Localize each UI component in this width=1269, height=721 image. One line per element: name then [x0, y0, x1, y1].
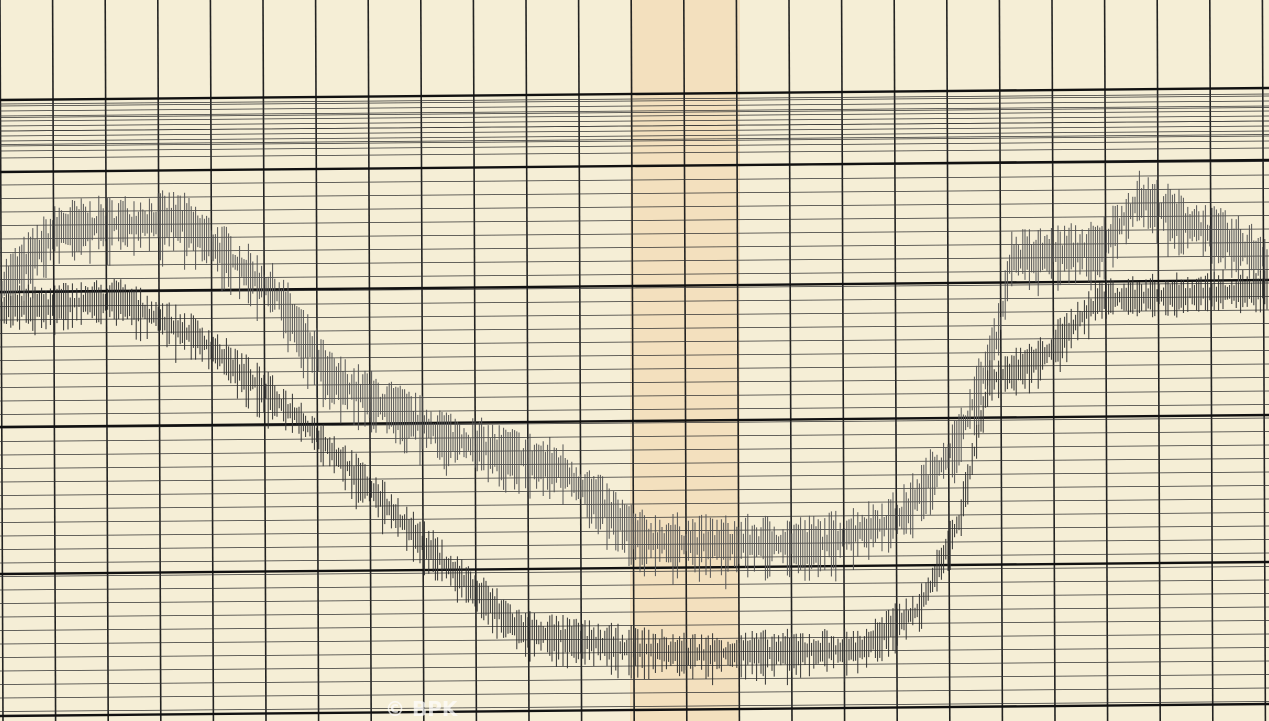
- horizontal-ruling: [0, 458, 1269, 469]
- horizontal-ruling: [0, 606, 1269, 618]
- horizontal-ruling: [0, 105, 1269, 117]
- horizontal-ruling: [0, 431, 1269, 442]
- horizontal-ruling: [0, 125, 1269, 137]
- horizontal-ruling: [0, 363, 1269, 375]
- vertical-ruling: [1103, 0, 1109, 721]
- horizontal-ruling: [0, 377, 1269, 388]
- horizontal-ruling: [0, 620, 1269, 631]
- traces: [1, 170, 1268, 686]
- horizontal-ruling: [0, 417, 1269, 429]
- major-ruling: [0, 702, 1269, 718]
- horizontal-ruling: [0, 130, 1269, 142]
- vertical-ruling: [525, 0, 530, 721]
- horizontal-ruling: [0, 140, 1269, 152]
- horizontal-ruling: [0, 215, 1269, 226]
- vertical-ruling: [945, 0, 951, 721]
- horizontal-ruling: [0, 539, 1269, 550]
- watermark: © BPK: [385, 697, 459, 721]
- vertical-ruling: [788, 0, 793, 721]
- vertical-ruling: [419, 0, 425, 721]
- vertical-ruling: [630, 0, 636, 721]
- vertical-ruling: [577, 0, 583, 721]
- horizontal-ruling: [0, 201, 1269, 213]
- horizontal-ruling: [0, 485, 1269, 496]
- vertical-ruling: [157, 0, 162, 721]
- horizontal-ruling: [0, 579, 1269, 591]
- horizontal-ruling: [0, 134, 1269, 145]
- horizontal-ruling: [0, 95, 1269, 107]
- horizontal-ruling: [0, 100, 1269, 112]
- horizontal-ruling: [0, 188, 1269, 199]
- trace: [1, 170, 1268, 590]
- horizontal-ruling: [0, 107, 1269, 118]
- major-ruling: [0, 86, 1269, 102]
- vertical-ruling: [472, 0, 478, 721]
- vertical-ruling: [209, 0, 215, 721]
- vertical-ruling: [893, 0, 899, 721]
- horizontal-ruling: [0, 674, 1269, 685]
- horizontal-ruling: [0, 110, 1269, 122]
- horizontal-ruling: [0, 444, 1269, 456]
- horizontal-ruling: [0, 390, 1269, 402]
- horizontal-ruling: [0, 115, 1269, 127]
- horizontal-ruling: [0, 135, 1269, 147]
- vertical-ruling: [682, 0, 688, 721]
- vertical-ruling: [262, 0, 267, 721]
- vertical-ruling: [51, 0, 57, 721]
- vertical-ruling: [1051, 0, 1056, 721]
- horizontal-ruling: [0, 93, 1269, 105]
- horizontal-ruling: [0, 660, 1269, 672]
- vertical-ruling: [1261, 0, 1267, 721]
- horizontal-ruling: [0, 174, 1269, 186]
- major-ruling: [0, 413, 1269, 429]
- horizontal-ruling: [0, 471, 1269, 483]
- vertical-ruling: [840, 0, 846, 721]
- horizontal-ruling: [0, 701, 1269, 712]
- major-ruling: [0, 560, 1269, 576]
- horizontal-ruling: [0, 296, 1269, 307]
- horizontal-ruling: [0, 552, 1269, 564]
- horizontal-ruling: [0, 647, 1269, 658]
- horizontal-ruling: [0, 309, 1269, 321]
- horizontal-ruling: [0, 525, 1269, 537]
- horizontal-ruling: [0, 512, 1269, 523]
- horizontal-ruling: [0, 498, 1269, 510]
- vertical-ruling: [1209, 0, 1214, 721]
- horizontal-ruling: [0, 404, 1269, 415]
- horizontal-ruling: [0, 147, 1269, 159]
- trace: [1, 269, 1268, 686]
- horizontal-ruling: [0, 633, 1269, 645]
- horizontal-ruling: [0, 687, 1269, 699]
- horizontal-ruling: [0, 593, 1269, 604]
- vertical-ruling: [1156, 0, 1161, 721]
- horizontal-ruling: [0, 120, 1269, 132]
- major-ruling: [0, 158, 1269, 174]
- horizontal-ruling: [0, 566, 1269, 577]
